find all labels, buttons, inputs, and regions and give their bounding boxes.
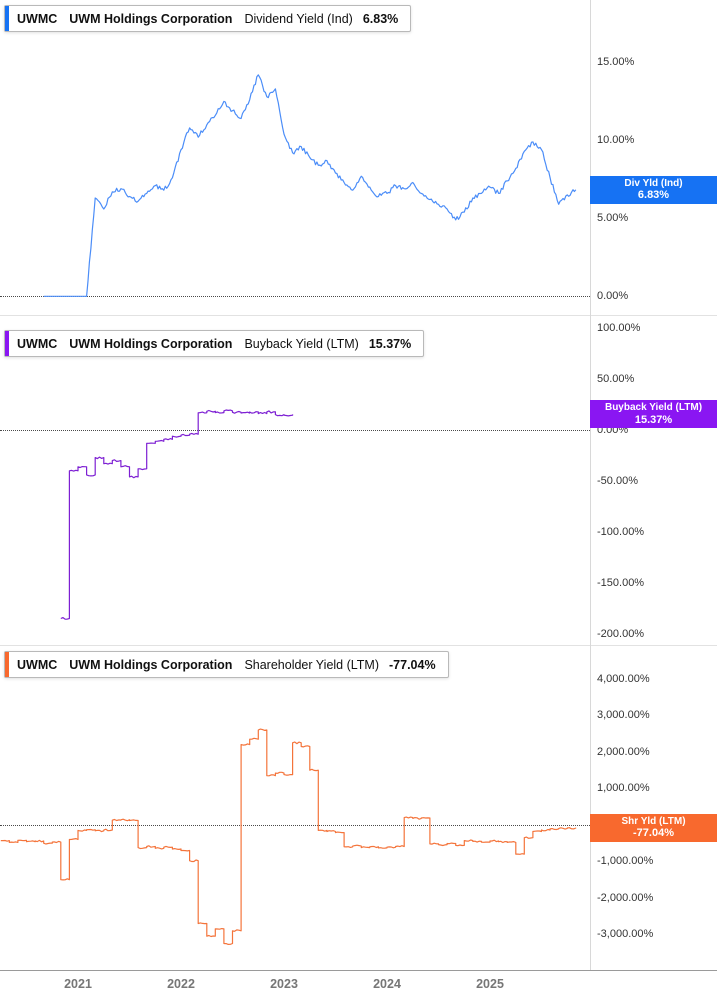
series-color-bar bbox=[5, 6, 9, 31]
y-axis-tick-label: 0.00% bbox=[597, 290, 629, 303]
shareholder-yield-series-line bbox=[0, 728, 577, 945]
panel-dividend-yield bbox=[0, 0, 590, 315]
metric-label: Dividend Yield (Ind) bbox=[244, 11, 353, 26]
metric-label: Buyback Yield (LTM) bbox=[244, 336, 359, 351]
y-axis-tick-label: -1,000.00% bbox=[597, 855, 654, 868]
dividend-yield-series-line bbox=[43, 74, 577, 297]
metric-label: Shareholder Yield (LTM) bbox=[244, 657, 379, 672]
x-axis-year-label: 2025 bbox=[476, 977, 504, 991]
y-axis-tick-label: -3,000.00% bbox=[597, 928, 654, 941]
y-axis-tick-label: 1,000.00% bbox=[597, 782, 650, 795]
y-axis-tick-label: 3,000.00% bbox=[597, 709, 650, 722]
y-axis-tick-label: -2,000.00% bbox=[597, 891, 654, 904]
y-axis-tick-label: -100.00% bbox=[597, 525, 645, 538]
last-value-flag-shareholder-yield: Shr Yld (LTM) -77.04% bbox=[590, 813, 717, 842]
panel-separator bbox=[0, 645, 717, 646]
buyback-yield-line-chart[interactable] bbox=[0, 315, 590, 645]
series-color-bar bbox=[5, 331, 9, 356]
last-value-flag-dividend-yield: Div Yld (Ind) 6.83% bbox=[590, 175, 717, 204]
panel-buyback-yield bbox=[0, 315, 590, 645]
y-axis-tick-label: 100.00% bbox=[597, 322, 641, 335]
flag-series-name: Buyback Yield (LTM) bbox=[604, 402, 703, 414]
flag-series-name: Div Yld (Ind) bbox=[624, 177, 683, 189]
flag-value: 15.37% bbox=[634, 413, 673, 426]
y-axis-tick-label: 2,000.00% bbox=[597, 745, 650, 758]
metric-value-label: -77.04% bbox=[389, 657, 436, 672]
y-axis-tick-label: 5.00% bbox=[597, 212, 629, 225]
flag-value: -77.04% bbox=[633, 827, 674, 840]
flag-series-name: Shr Yld (LTM) bbox=[621, 815, 686, 827]
y-axis-divider bbox=[590, 0, 591, 970]
company-name-label: UWM Holdings Corporation bbox=[69, 336, 233, 351]
series-header-shareholder-yield[interactable]: UWMC UWM Holdings Corporation Shareholde… bbox=[4, 651, 449, 678]
ticker-label: UWMC bbox=[17, 11, 58, 26]
metric-value-label: 15.37% bbox=[368, 336, 412, 351]
zero-baseline bbox=[0, 296, 590, 298]
y-axis-tick-label: -150.00% bbox=[597, 576, 645, 589]
panel-shareholder-yield bbox=[0, 645, 590, 970]
y-axis-tick-label: 10.00% bbox=[597, 134, 635, 147]
y-axis-tick-label: 15.00% bbox=[597, 56, 635, 69]
company-name-label: UWM Holdings Corporation bbox=[69, 657, 233, 672]
panel-separator bbox=[0, 315, 717, 316]
x-axis-line bbox=[0, 970, 717, 971]
dividend-yield-line-chart[interactable] bbox=[0, 0, 590, 315]
series-color-bar bbox=[5, 652, 9, 677]
ticker-label: UWMC bbox=[17, 336, 58, 351]
y-axis-tick-label: -200.00% bbox=[597, 627, 645, 640]
company-name-label: UWM Holdings Corporation bbox=[69, 11, 233, 26]
zero-baseline bbox=[0, 824, 590, 826]
y-axis-tick-label: 4,000.00% bbox=[597, 672, 650, 685]
x-axis-year-label: 2022 bbox=[167, 977, 195, 991]
y-axis-tick-label: 50.00% bbox=[597, 373, 635, 386]
flag-value: 6.83% bbox=[637, 189, 670, 202]
series-header-buyback-yield[interactable]: UWMC UWM Holdings Corporation Buyback Yi… bbox=[4, 330, 425, 357]
last-value-flag-buyback-yield: Buyback Yield (LTM) 15.37% bbox=[590, 400, 717, 429]
x-axis-year-label: 2021 bbox=[64, 977, 92, 991]
metric-value-label: 6.83% bbox=[362, 11, 399, 26]
ticker-label: UWMC bbox=[17, 657, 58, 672]
series-header-dividend-yield[interactable]: UWMC UWM Holdings Corporation Dividend Y… bbox=[4, 5, 412, 32]
x-axis-year-label: 2024 bbox=[373, 977, 401, 991]
zero-baseline bbox=[0, 430, 590, 432]
shareholder-yield-line-chart[interactable] bbox=[0, 645, 590, 970]
buyback-yield-series-line bbox=[60, 409, 294, 620]
y-axis-tick-label: -50.00% bbox=[597, 475, 638, 487]
x-axis-year-label: 2023 bbox=[270, 977, 298, 991]
